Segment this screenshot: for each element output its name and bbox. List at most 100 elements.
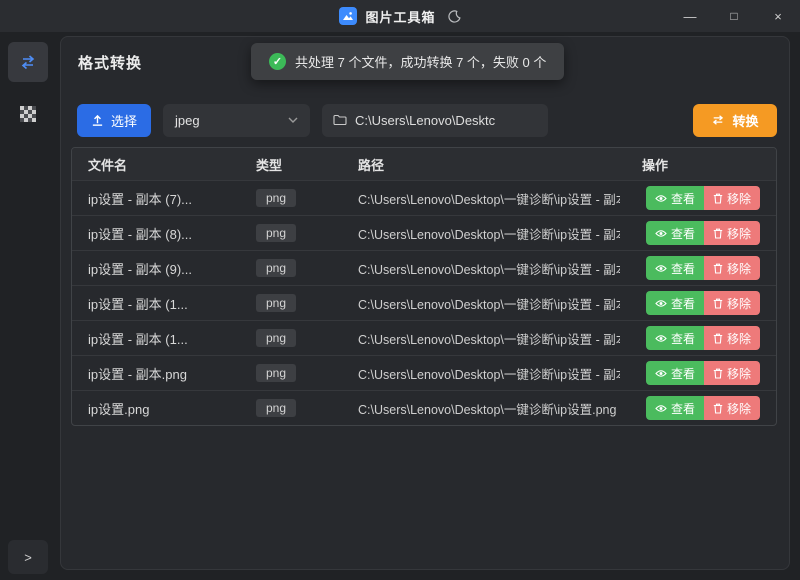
minimize-button[interactable]: —	[683, 8, 697, 24]
table-row: ip设置.png png C:\Users\Lenovo\Desktop\一键诊…	[72, 390, 776, 425]
path-cell: C:\Users\Lenovo\Desktop\一键诊断\ip设置 - 副本..…	[358, 367, 620, 382]
type-badge: png	[256, 329, 297, 347]
eye-icon	[655, 404, 667, 413]
upload-icon	[91, 114, 104, 127]
moon-icon[interactable]	[447, 9, 461, 23]
view-button[interactable]: 查看	[645, 186, 704, 210]
row-actions: 查看 移除	[620, 326, 760, 350]
title-group: 图片工具箱	[339, 7, 461, 26]
trash-icon	[713, 403, 723, 414]
file-name-cell: ip设置 - 副本 (9)...	[88, 261, 193, 277]
convert-label: 转换	[732, 113, 759, 129]
view-button[interactable]: 查看	[645, 361, 704, 385]
remove-button[interactable]: 移除	[703, 291, 760, 315]
view-label: 查看	[670, 401, 695, 416]
output-path-field[interactable]: C:\Users\Lenovo\Desktc	[322, 103, 548, 137]
select-files-button[interactable]: 选择	[77, 103, 151, 137]
row-actions: 查看 移除	[620, 291, 760, 315]
file-name-cell: ip设置 - 副本 (7)...	[88, 191, 193, 207]
remove-label: 移除	[726, 226, 751, 241]
file-name-cell: ip设置 - 副本 (1...	[88, 331, 188, 347]
app-logo-icon	[339, 7, 358, 25]
trash-icon	[713, 228, 723, 239]
type-badge: png	[256, 364, 297, 382]
page-title: 格式转换	[78, 55, 143, 72]
main-panel: 格式转换 ✓ 共处理 7 个文件，成功转换 7 个，失败 0 个 选择 jpeg	[60, 36, 790, 570]
view-label: 查看	[670, 296, 695, 311]
view-label: 查看	[670, 191, 695, 206]
remove-label: 移除	[726, 331, 751, 346]
path-cell: C:\Users\Lenovo\Desktop\一键诊断\ip设置 - 副本 .…	[358, 227, 620, 242]
eye-icon	[655, 369, 667, 378]
row-actions: 查看 移除	[620, 186, 760, 210]
table-body: ip设置 - 副本 (7)... png C:\Users\Lenovo\Des…	[72, 180, 776, 425]
table-header: 文件名 类型 路径 操作	[72, 148, 776, 180]
close-button[interactable]: ×	[774, 8, 782, 24]
sidebar-item-mosaic[interactable]	[8, 94, 48, 134]
eye-icon	[655, 194, 667, 203]
chevron-down-icon	[288, 117, 298, 123]
path-cell: C:\Users\Lenovo\Desktop\一键诊断\ip设置 - 副本 .…	[358, 297, 620, 312]
maximize-button[interactable]: □	[730, 9, 738, 23]
remove-button[interactable]: 移除	[703, 326, 760, 350]
file-table: 文件名 类型 路径 操作 ip设置 - 副本 (7)... png C:\Use…	[71, 147, 777, 426]
view-button[interactable]: 查看	[645, 256, 704, 280]
path-cell: C:\Users\Lenovo\Desktop\一键诊断\ip设置.png	[358, 402, 617, 417]
remove-button[interactable]: 移除	[703, 396, 760, 420]
table-row: ip设置 - 副本 (9)... png C:\Users\Lenovo\Des…	[72, 250, 776, 285]
toast-message: 共处理 7 个文件，成功转换 7 个，失败 0 个	[295, 55, 547, 70]
window-controls: — □ ×	[668, 0, 800, 32]
sidebar: >	[0, 32, 56, 580]
format-select[interactable]: jpeg	[163, 103, 310, 137]
view-button[interactable]: 查看	[645, 291, 704, 315]
trash-icon	[713, 193, 723, 204]
trash-icon	[713, 368, 723, 379]
file-name-cell: ip设置 - 副本 (1...	[88, 296, 188, 312]
eye-icon	[655, 299, 667, 308]
remove-label: 移除	[726, 401, 751, 416]
table-row: ip设置 - 副本 (1... png C:\Users\Lenovo\Desk…	[72, 320, 776, 355]
row-actions: 查看 移除	[620, 221, 760, 245]
swap-icon	[19, 54, 37, 70]
remove-button[interactable]: 移除	[703, 186, 760, 210]
format-select-value: jpeg	[175, 112, 200, 128]
checkerboard-icon	[20, 106, 36, 122]
output-path-value: C:\Users\Lenovo\Desktc	[355, 112, 496, 128]
sidebar-item-format-convert[interactable]	[8, 42, 48, 82]
view-label: 查看	[670, 261, 695, 276]
table-row: ip设置 - 副本 (7)... png C:\Users\Lenovo\Des…	[72, 180, 776, 215]
table-row: ip设置 - 副本 (8)... png C:\Users\Lenovo\Des…	[72, 215, 776, 250]
remove-button[interactable]: 移除	[703, 256, 760, 280]
convert-button[interactable]: 转换	[693, 103, 777, 137]
row-actions: 查看 移除	[620, 361, 760, 385]
view-label: 查看	[670, 366, 695, 381]
remove-button[interactable]: 移除	[703, 221, 760, 245]
type-badge: png	[256, 224, 297, 242]
remove-label: 移除	[726, 261, 751, 276]
table-row: ip设置 - 副本.png png C:\Users\Lenovo\Deskto…	[72, 355, 776, 390]
type-badge: png	[256, 259, 297, 277]
eye-icon	[655, 334, 667, 343]
view-label: 查看	[670, 226, 695, 241]
view-button[interactable]: 查看	[645, 396, 704, 420]
row-actions: 查看 移除	[620, 256, 760, 280]
view-label: 查看	[670, 331, 695, 346]
toolbar: 选择 jpeg C:\Users\Lenovo\Desktc	[77, 103, 777, 137]
view-button[interactable]: 查看	[645, 221, 704, 245]
result-toast: ✓ 共处理 7 个文件，成功转换 7 个，失败 0 个	[251, 43, 565, 80]
view-button[interactable]: 查看	[645, 326, 704, 350]
trash-icon	[713, 263, 723, 274]
file-name-cell: ip设置 - 副本.png	[88, 366, 187, 382]
trash-icon	[713, 333, 723, 344]
convert-swap-icon	[711, 114, 725, 126]
remove-button[interactable]: 移除	[703, 361, 760, 385]
remove-label: 移除	[726, 366, 751, 381]
file-name-cell: ip设置 - 副本 (8)...	[88, 226, 193, 242]
eye-icon	[655, 264, 667, 273]
type-badge: png	[256, 294, 297, 312]
remove-label: 移除	[726, 296, 751, 311]
path-cell: C:\Users\Lenovo\Desktop\一键诊断\ip设置 - 副本 .…	[358, 262, 620, 277]
table-row: ip设置 - 副本 (1... png C:\Users\Lenovo\Desk…	[72, 285, 776, 320]
sidebar-expand-button[interactable]: >	[8, 540, 48, 574]
